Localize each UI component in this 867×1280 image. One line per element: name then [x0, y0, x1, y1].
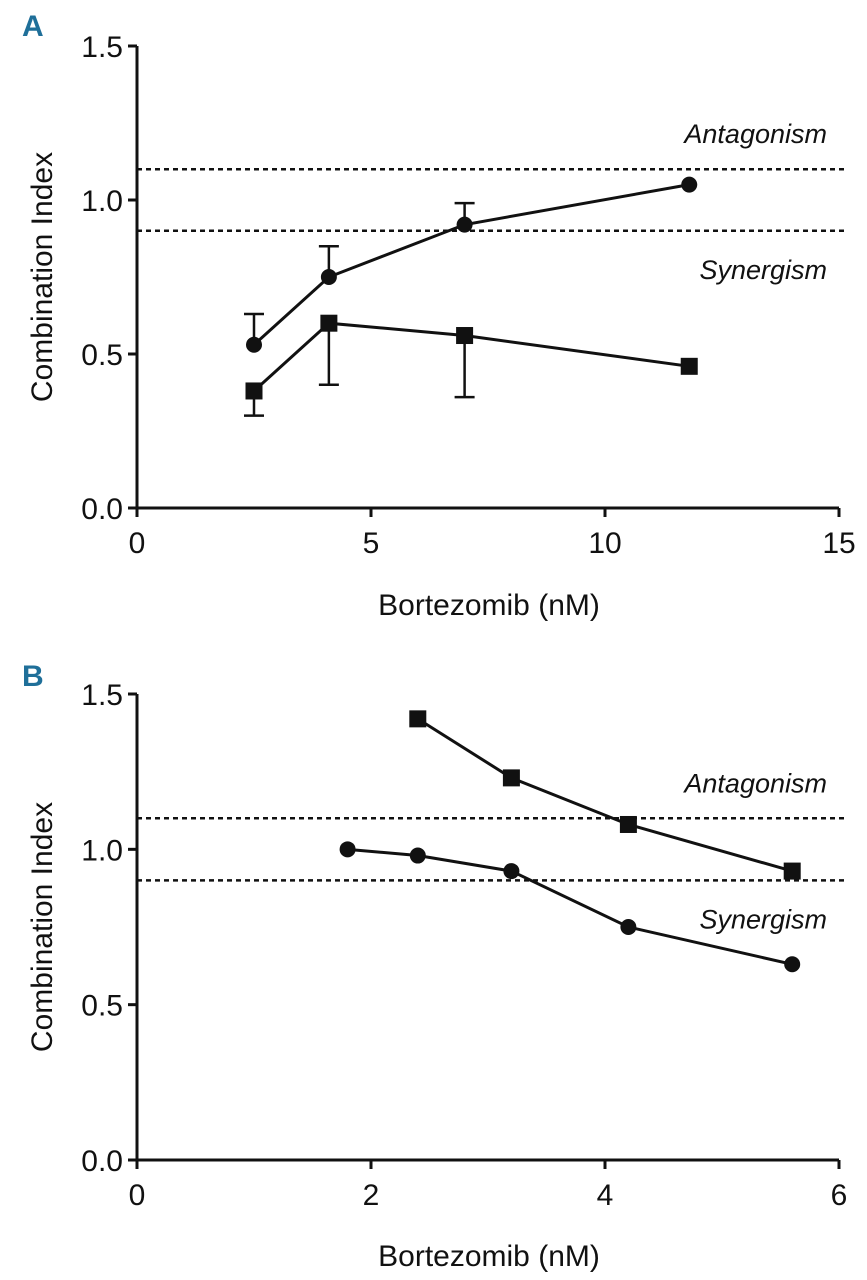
square-marker: [456, 327, 474, 345]
y-tick-label: 1.0: [81, 834, 123, 867]
x-tick-label: 0: [129, 527, 146, 560]
circle-marker: [246, 336, 262, 353]
circle-marker: [784, 956, 801, 973]
panel-letter: A: [22, 10, 44, 43]
y-tick-label: 0.0: [81, 493, 123, 526]
circle-marker: [409, 847, 426, 864]
x-tick-label: 0: [129, 1179, 146, 1212]
y-tick-label: 1.0: [81, 185, 123, 218]
square-marker: [619, 815, 637, 833]
y-tick-label: 0.5: [81, 990, 123, 1023]
y-tick-label: 1.5: [81, 31, 123, 64]
square-marker: [409, 710, 427, 728]
circle-marker: [456, 216, 473, 233]
y-axis-title: Combination Index: [26, 152, 59, 402]
square-series-line: [252, 321, 690, 393]
x-tick-label: 4: [597, 1179, 614, 1212]
annotation-antagonism: Antagonism: [682, 768, 827, 798]
x-axis-title: Bortezomib (nM): [378, 589, 600, 622]
circle-marker: [620, 919, 637, 935]
square-marker: [680, 357, 698, 375]
square-marker: [320, 314, 338, 332]
x-tick-label: 15: [822, 527, 855, 560]
x-tick-label: 6: [831, 1179, 848, 1212]
panel-a-chart: A 0.0 0.5 1.0 1.5 0 5 10 15 Bortezomib (nM) Combin…: [22, 10, 856, 622]
circle-marker: [503, 863, 520, 880]
y-tick-label: 0.5: [81, 339, 123, 372]
x-tick-label: 5: [363, 527, 380, 560]
square-marker: [245, 382, 263, 400]
square-marker: [783, 862, 801, 880]
circle-marker: [320, 269, 337, 285]
annotation-antagonism: Antagonism: [682, 119, 827, 149]
annotation-synergism: Synergism: [699, 255, 827, 285]
annotation-synergism: Synergism: [699, 904, 827, 934]
y-axis-title: Combination Index: [26, 802, 59, 1052]
x-tick-label: 10: [588, 527, 621, 560]
circle-marker: [681, 176, 698, 193]
y-tick-label: 1.5: [81, 679, 123, 712]
panel-letter: B: [22, 660, 44, 693]
error-bar: [318, 323, 339, 387]
circle-series-line: [252, 183, 690, 346]
x-tick-label: 2: [363, 1179, 380, 1212]
square-marker: [502, 769, 520, 787]
y-tick-label: 0.0: [81, 1145, 123, 1178]
square-series-line: [416, 717, 793, 873]
circle-marker: [339, 841, 356, 858]
x-axis-title: Bortezomib (nM): [378, 1240, 600, 1273]
error-bar: [454, 335, 475, 399]
panel-b-chart: B 0.0 0.5 1.0 1.5 0 2 4 6 Bortezomib (nM) Combinat…: [22, 660, 848, 1273]
